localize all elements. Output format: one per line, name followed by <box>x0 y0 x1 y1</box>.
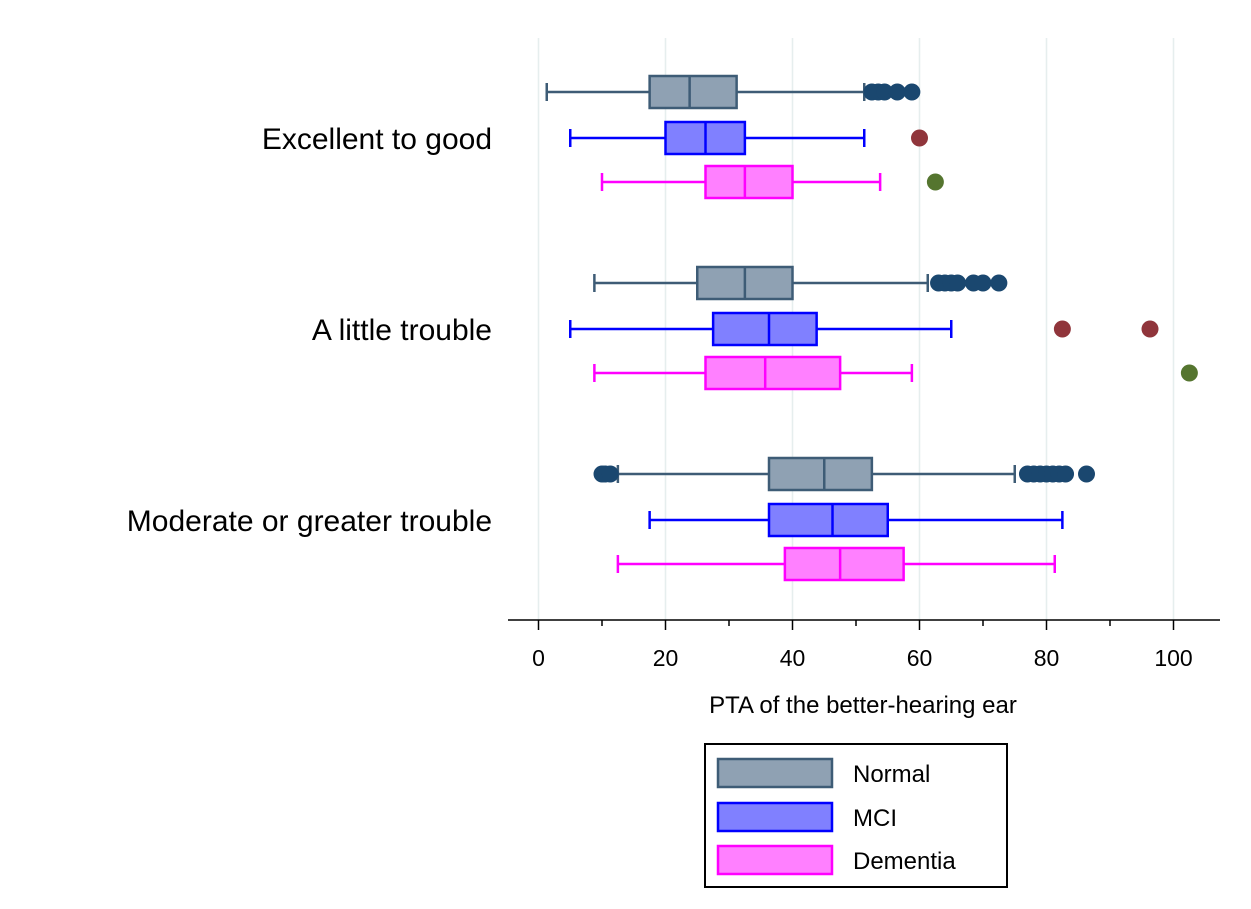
box-iqr <box>711 311 818 347</box>
box-normal-3 <box>593 456 1096 492</box>
outlier-point <box>990 274 1008 292</box>
box-iqr <box>704 164 794 200</box>
outlier-point <box>926 173 944 191</box>
outlier-point <box>903 83 921 101</box>
box-iqr <box>767 456 874 492</box>
x-axis-title: PTA of the better-hearing ear <box>709 692 1017 719</box>
legend-item-dementia: Dementia <box>716 844 956 876</box>
x-tick-label: 40 <box>780 645 806 671</box>
category-labels: Excellent to good A little trouble Moderat… <box>127 123 492 538</box>
box-normal-2 <box>593 265 1008 301</box>
outlier-point <box>888 83 906 101</box>
outlier-point <box>974 274 992 292</box>
legend-swatch <box>716 801 834 833</box>
x-tick-label: 20 <box>653 645 679 671</box>
legend-label: Dementia <box>853 848 956 875</box>
box-iqr <box>783 546 905 582</box>
box-normal-1 <box>545 74 921 110</box>
box-iqr <box>767 502 890 538</box>
outlier-point <box>1053 320 1071 338</box>
box-iqr <box>648 74 738 110</box>
outlier-point <box>949 274 967 292</box>
x-axis: 0 20 40 60 80 100 <box>508 619 1220 671</box>
x-tick-label: 80 <box>1034 645 1060 671</box>
plot-marks <box>545 74 1198 582</box>
outlier-point <box>1180 364 1198 382</box>
outlier-point <box>876 83 894 101</box>
legend-label: Normal <box>853 761 930 788</box>
box-dementia-2 <box>593 355 1198 391</box>
outlier-point <box>1141 320 1159 338</box>
box-dementia-3 <box>616 546 1057 582</box>
box-iqr <box>704 355 842 391</box>
category-label: Excellent to good <box>262 123 492 156</box>
box-mci-3 <box>648 502 1064 538</box>
box-dementia-1 <box>600 164 944 200</box>
legend-swatch <box>716 844 834 876</box>
box-mci-2 <box>569 311 1159 347</box>
legend-item-normal: Normal <box>716 757 930 789</box>
category-label: Moderate or greater trouble <box>127 505 492 538</box>
category-label: A little trouble <box>312 314 492 347</box>
outlier-point <box>601 465 619 483</box>
legend-label: MCI <box>853 805 897 832</box>
outlier-point <box>1078 465 1096 483</box>
x-tick-label: 0 <box>532 645 545 671</box>
legend: Normal MCI Dementia <box>704 743 1008 888</box>
legend-swatch <box>716 757 834 789</box>
legend-item-mci: MCI <box>716 801 897 833</box>
x-tick-label: 60 <box>907 645 933 671</box>
box-mci-1 <box>569 120 928 156</box>
outlier-point <box>911 129 928 147</box>
x-tick-label: 100 <box>1154 645 1192 671</box>
outlier-point <box>1057 465 1075 483</box>
